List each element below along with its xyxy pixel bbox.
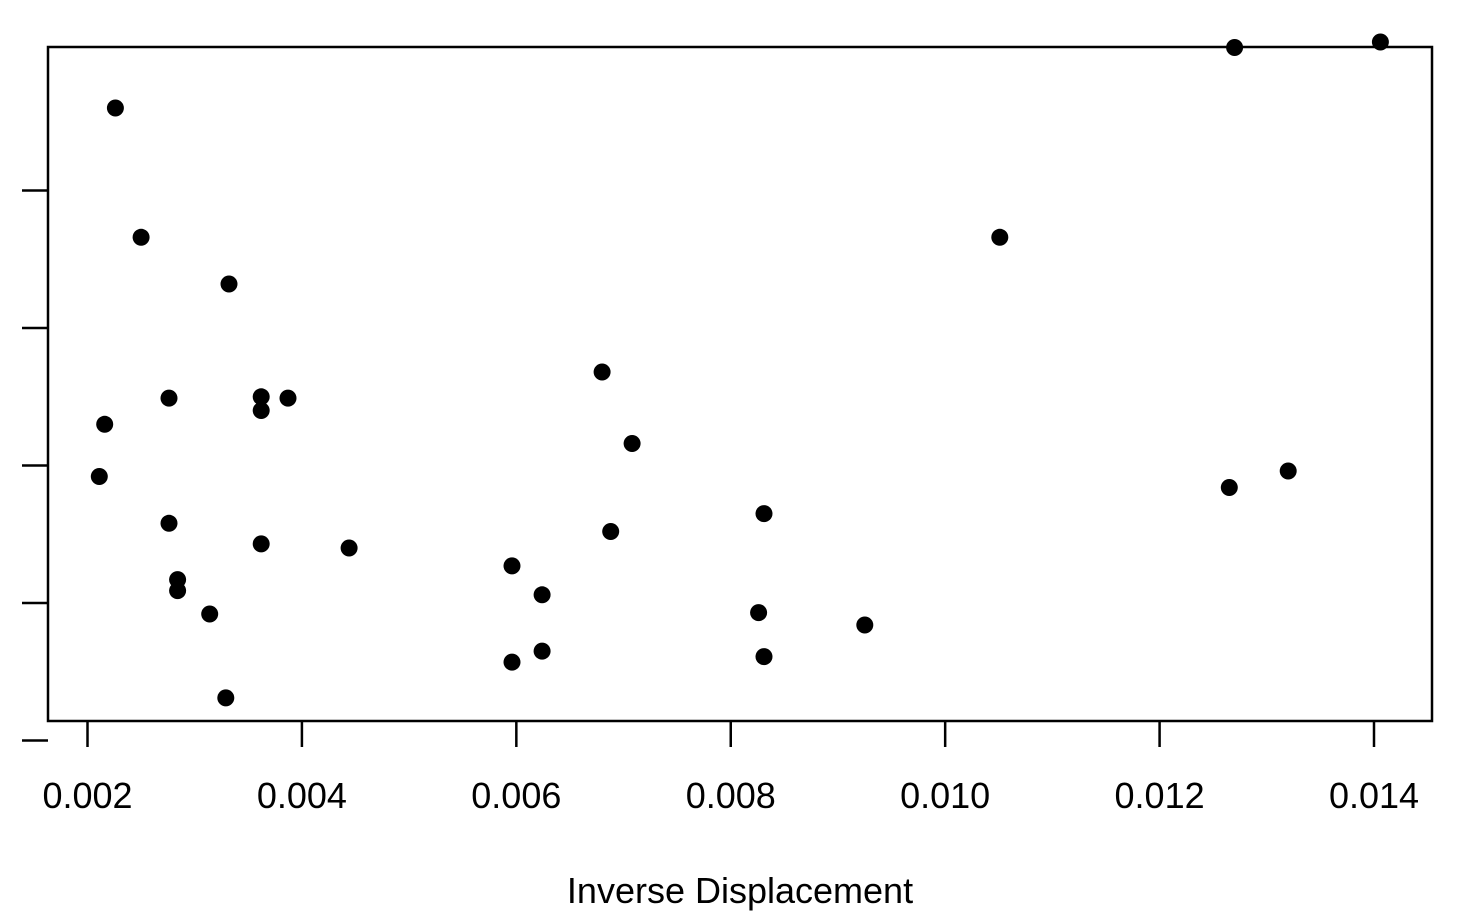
data-point: [220, 275, 238, 293]
data-point: [1279, 462, 1297, 480]
data-point: [602, 523, 620, 540]
data-point: [160, 514, 178, 532]
plot-frame: [46, 45, 1434, 723]
data-point: [503, 557, 521, 575]
data-point: [252, 535, 270, 553]
data-point: [1226, 39, 1244, 56]
data-points: [90, 33, 1389, 707]
x-tick-label: 0.004: [257, 775, 347, 816]
data-point: [991, 228, 1009, 246]
x-tick-label: 0.012: [1115, 775, 1205, 816]
data-point: [750, 604, 768, 622]
data-point: [106, 99, 124, 117]
data-point: [217, 689, 235, 707]
data-point: [90, 468, 108, 485]
data-point: [252, 388, 270, 406]
data-point: [533, 642, 551, 660]
x-tick-label: 0.010: [900, 775, 990, 816]
data-point: [279, 389, 297, 407]
x-tick-label: 0.008: [686, 775, 776, 816]
data-point: [856, 616, 874, 634]
x-tick-label: 0.006: [471, 775, 561, 816]
data-point: [593, 363, 611, 381]
data-point: [755, 648, 773, 666]
data-point: [1371, 33, 1389, 51]
data-point: [132, 228, 150, 246]
data-point: [623, 435, 641, 452]
data-point: [1220, 479, 1238, 496]
y-axis: [22, 189, 48, 742]
data-point: [503, 653, 521, 671]
data-point: [533, 586, 551, 604]
x-tick-label: 0.002: [42, 775, 132, 816]
data-point: [755, 505, 773, 523]
data-point: [201, 605, 219, 623]
data-point: [169, 582, 187, 600]
data-point: [252, 402, 270, 419]
data-point: [160, 389, 178, 407]
x-axis: 0.002 0.004 0.006 0.008 0.010 0.012 0.014: [42, 721, 1419, 816]
x-axis-title: Inverse Displacement: [567, 870, 913, 911]
data-point: [96, 415, 114, 433]
data-point: [340, 539, 358, 557]
x-tick-label: 0.014: [1329, 775, 1419, 816]
